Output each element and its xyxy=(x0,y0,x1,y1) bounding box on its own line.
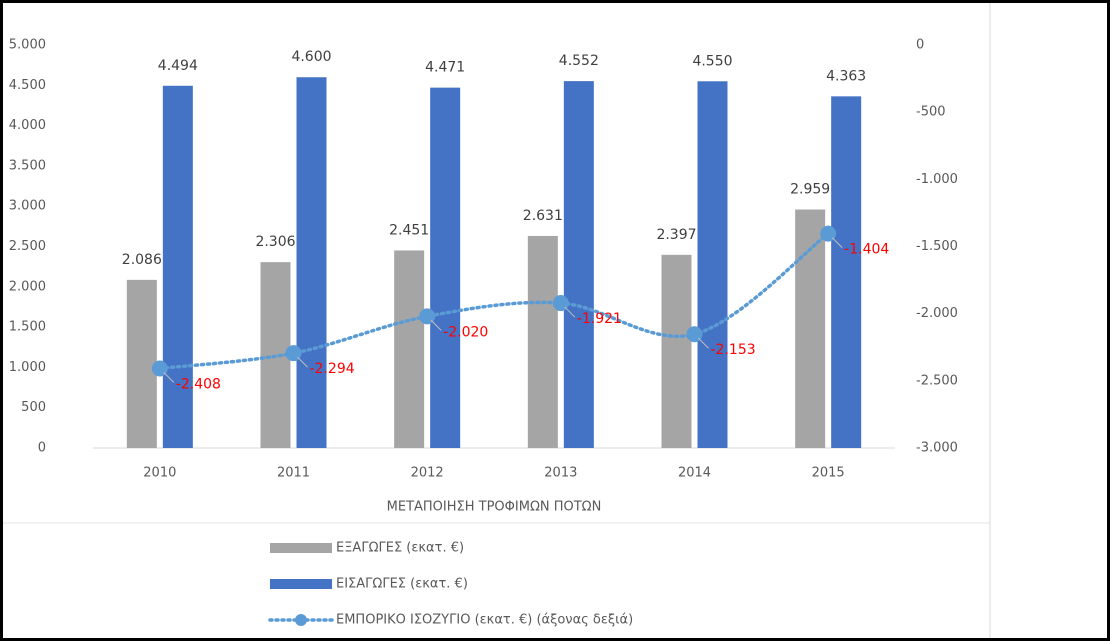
bar xyxy=(697,81,728,449)
x-tick-label: 2010 xyxy=(143,466,176,481)
y-tick-label: 4.000 xyxy=(9,118,46,133)
y-tick-label: 1.000 xyxy=(9,360,46,375)
data-label: 2.086 xyxy=(122,252,162,268)
y-tick-label: 3.000 xyxy=(9,199,46,214)
y-tick-label: 4.500 xyxy=(9,78,46,93)
leader-line xyxy=(297,356,308,368)
leader-line xyxy=(831,237,843,248)
y-tick-label: 2.500 xyxy=(9,239,46,254)
bar xyxy=(126,279,157,448)
bar xyxy=(527,235,558,448)
y2-tick-label: -1.000 xyxy=(916,172,958,187)
legend-label: ΕΞΑΓΩΓΕΣ (εκατ. €) xyxy=(336,541,464,556)
data-label: 2.959 xyxy=(790,182,830,198)
bar xyxy=(162,85,193,448)
data-label: -1.404 xyxy=(844,242,889,258)
y-tick-label: 500 xyxy=(21,400,46,415)
bar xyxy=(296,77,327,449)
data-label: 4.494 xyxy=(158,58,198,74)
y-tick-label: 2.000 xyxy=(9,279,46,294)
data-label: 2.451 xyxy=(389,222,429,238)
data-label: -2.408 xyxy=(176,376,221,392)
y2-tick-label: -3.000 xyxy=(916,441,958,456)
data-label: 4.550 xyxy=(692,53,732,69)
y-tick-label: 3.500 xyxy=(9,158,46,173)
leader-line xyxy=(163,372,175,383)
line xyxy=(158,231,830,371)
data-label: 2.397 xyxy=(656,227,696,243)
bar xyxy=(795,209,826,448)
x-axis-label: ΜΕΤΑΠΟΙΗΣΗ ΤΡΟΦΙΜΩΝ ΠΟΤΩΝ xyxy=(387,500,602,515)
data-label: 2.306 xyxy=(255,234,295,250)
data-label: 4.552 xyxy=(559,53,599,69)
data-label: -2.020 xyxy=(443,324,488,340)
bar xyxy=(394,250,425,448)
y2-tick-label: -500 xyxy=(916,105,946,120)
y2-tick-label: -1.500 xyxy=(916,239,958,254)
x-tick-label: 2015 xyxy=(812,466,845,481)
bar xyxy=(563,81,594,449)
leader-line xyxy=(698,337,709,349)
legend-label: ΕΜΠΟΡΙΚΟ ΙΣΟΖΥΓΙΟ (εκατ. €) (άξονας δεξι… xyxy=(336,613,633,628)
x-tick-label: 2013 xyxy=(544,466,577,481)
legend-label: ΕΙΣΑΓΩΓΕΣ (εκατ. €) xyxy=(336,577,468,592)
y-tick-label: 5.000 xyxy=(9,38,46,53)
data-label: -1.921 xyxy=(577,311,622,327)
x-tick-label: 2014 xyxy=(678,466,711,481)
data-label: 4.471 xyxy=(425,60,465,76)
legend-swatch xyxy=(270,579,332,589)
data-label: 2.631 xyxy=(523,208,563,224)
bar xyxy=(661,254,692,448)
data-label: 4.363 xyxy=(826,68,866,84)
y-tick-label: 0 xyxy=(38,441,46,456)
y-tick-label: 1.500 xyxy=(9,320,46,335)
y2-tick-label: -2.000 xyxy=(916,306,958,321)
leader-line xyxy=(564,306,576,318)
legend-swatch xyxy=(270,543,332,553)
data-label: -2.294 xyxy=(310,361,355,377)
x-tick-label: 2012 xyxy=(411,466,444,481)
data-label: 4.600 xyxy=(291,49,331,65)
legend-swatch xyxy=(295,614,307,626)
x-tick-label: 2011 xyxy=(277,466,310,481)
y2-tick-label: 0 xyxy=(916,38,924,53)
bar xyxy=(831,96,862,449)
data-label: -2.153 xyxy=(711,342,756,358)
bar xyxy=(430,87,461,449)
leader-line xyxy=(430,319,442,331)
y2-tick-label: -2.500 xyxy=(916,373,958,388)
